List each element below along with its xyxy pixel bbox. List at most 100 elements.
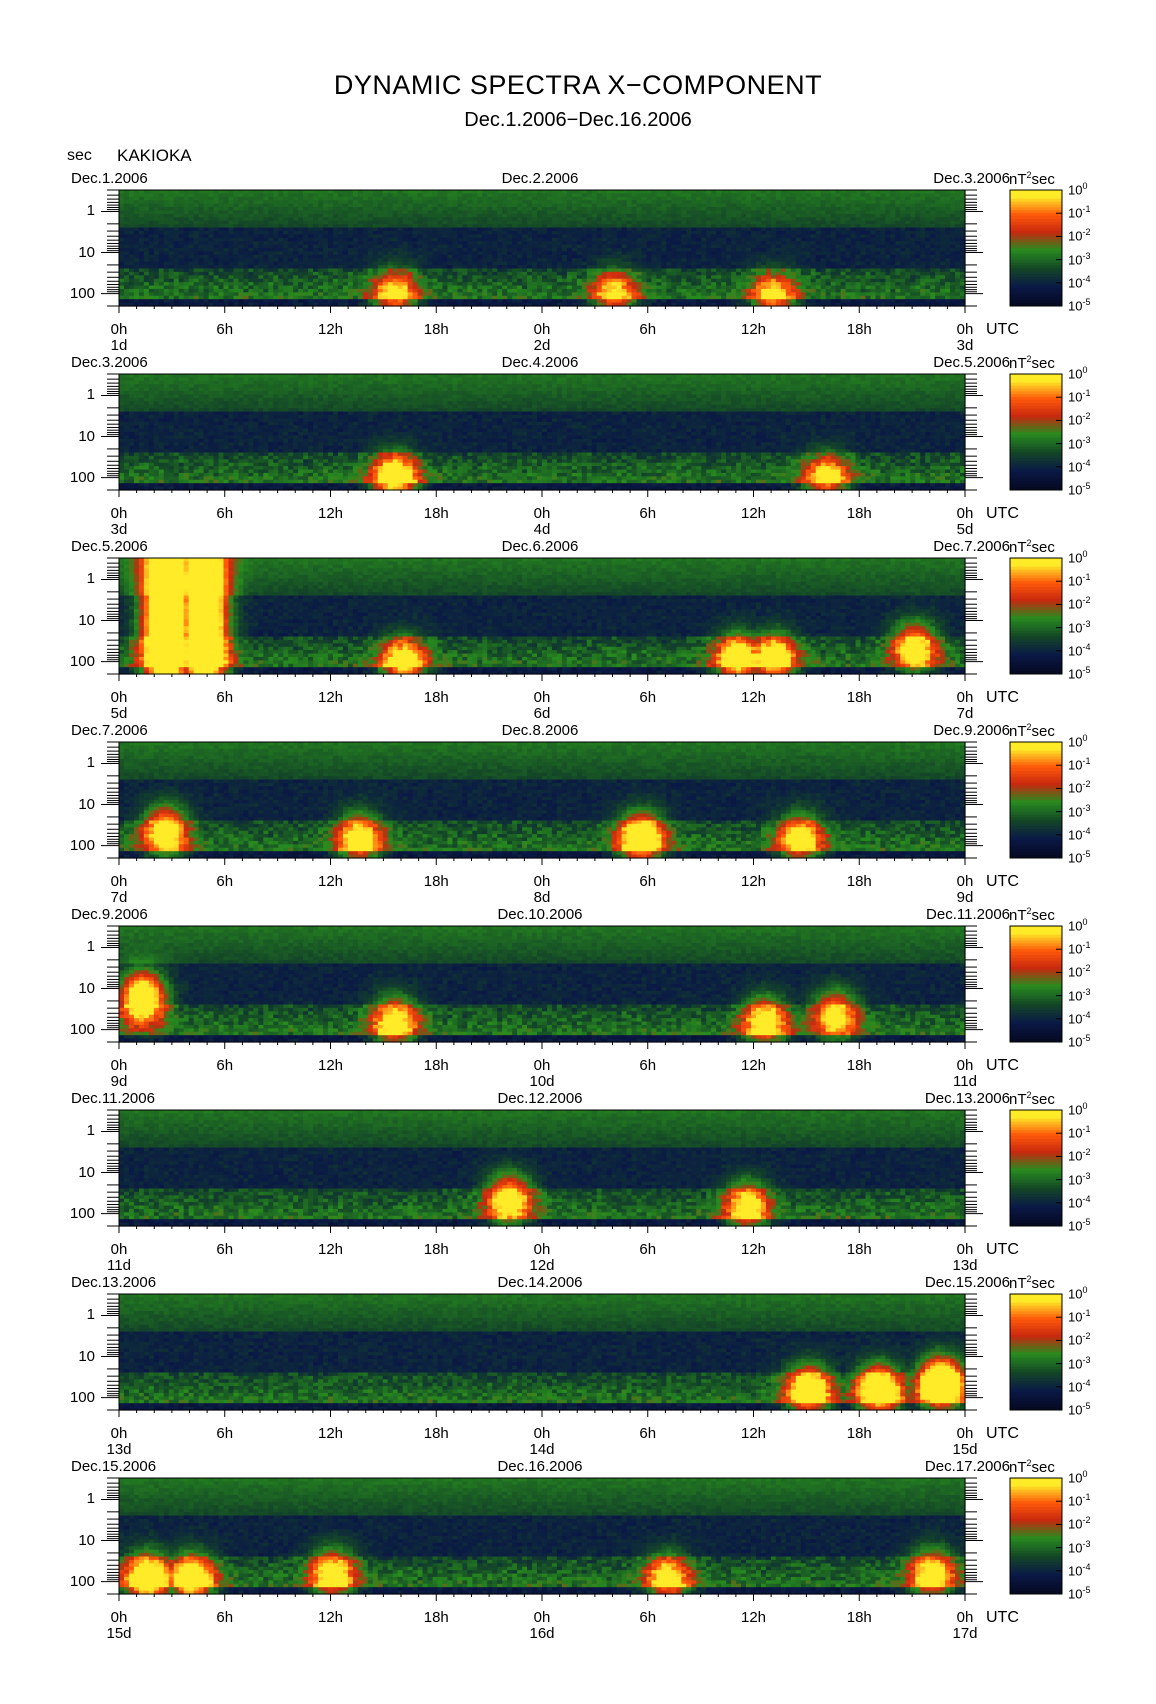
panel-end-date: Dec.11.2006 — [926, 906, 1010, 923]
y-tick-label: 10 — [55, 428, 95, 445]
x-tick-label: 6h — [628, 873, 668, 890]
colorbar-units: nT2sec — [1009, 1458, 1055, 1476]
panel-end-date: Dec.3.2006 — [933, 170, 1010, 187]
utc-label: UTC — [986, 1057, 1019, 1075]
y-tick-label: 10 — [55, 244, 95, 261]
colorbar-tick-label: 10-2 — [1068, 963, 1090, 979]
colorbar-tick-label: 10-5 — [1068, 481, 1090, 497]
panel-end-date: Dec.9.2006 — [933, 722, 1010, 739]
x-tick-label: 12h — [734, 1425, 774, 1442]
utc-label: UTC — [986, 1425, 1019, 1443]
colorbar-tick-label: 10-4 — [1068, 1378, 1090, 1394]
x-tick-label: 0h — [99, 1241, 139, 1258]
spectra-panel: Dec.11.2006 Dec.12.2006 Dec.13.2006 nT2sec 1… — [0, 1090, 1156, 1295]
x-tick-label: 0h — [99, 321, 139, 338]
x-tick-label: 18h — [839, 1425, 879, 1442]
utc-label: UTC — [986, 873, 1019, 891]
colorbar-tick-label: 10-2 — [1068, 227, 1090, 243]
x-tick-label: 6h — [628, 689, 668, 706]
day-label: 6d — [522, 705, 562, 722]
panel-start-date: Dec.5.2006 — [71, 538, 148, 555]
x-tick-label: 18h — [416, 873, 456, 890]
x-tick-label: 6h — [628, 321, 668, 338]
x-tick-label: 18h — [416, 321, 456, 338]
colorbar — [1009, 373, 1063, 491]
x-tick-label: 6h — [628, 1609, 668, 1626]
panel-start-date: Dec.1.2006 — [71, 170, 148, 187]
x-tick-label: 6h — [205, 873, 245, 890]
spectrogram-svg — [101, 1109, 1063, 1233]
x-tick-label: 12h — [311, 1057, 351, 1074]
spectrogram-image — [119, 1294, 966, 1411]
x-tick-label: 0h — [522, 873, 562, 890]
colorbar-tick-label: 10-5 — [1068, 1401, 1090, 1417]
colorbar-tick-label: 10-4 — [1068, 458, 1090, 474]
x-tick-label: 12h — [311, 689, 351, 706]
x-tick-label: 0h — [522, 321, 562, 338]
x-tick-label: 18h — [839, 505, 879, 522]
x-tick-label: 12h — [734, 321, 774, 338]
colorbar — [1009, 741, 1063, 859]
colorbar — [1009, 1293, 1063, 1411]
x-tick-label: 6h — [205, 505, 245, 522]
x-tick-label: 6h — [628, 505, 668, 522]
day-label: 1d — [99, 337, 139, 354]
panel-mid-date: Dec.6.2006 — [502, 538, 579, 555]
colorbar-tick-label: 10-5 — [1068, 1033, 1090, 1049]
spectrogram-svg — [101, 373, 1063, 497]
spectrogram-svg — [101, 1477, 1063, 1601]
x-tick-label: 18h — [416, 505, 456, 522]
x-tick-label: 6h — [205, 689, 245, 706]
spectra-panel: Dec.5.2006 Dec.6.2006 Dec.7.2006 nT2sec 1 10 1… — [0, 538, 1156, 743]
spectrogram-svg — [101, 925, 1063, 1049]
spectrogram-image — [119, 742, 966, 859]
day-label: 13d — [99, 1441, 139, 1458]
colorbar-tick-label: 10-5 — [1068, 1585, 1090, 1601]
colorbar-tick-label: 100 — [1068, 549, 1087, 565]
day-label: 5d — [945, 521, 985, 538]
x-tick-label: 12h — [311, 1425, 351, 1442]
x-tick-label: 0h — [522, 1609, 562, 1626]
x-tick-label: 0h — [945, 321, 985, 338]
colorbar-units: nT2sec — [1009, 722, 1055, 740]
colorbar-tick-label: 10-4 — [1068, 274, 1090, 290]
x-tick-label: 0h — [522, 1241, 562, 1258]
colorbar-tick-label: 10-2 — [1068, 1331, 1090, 1347]
panel-start-date: Dec.7.2006 — [71, 722, 148, 739]
x-tick-label: 6h — [205, 1425, 245, 1442]
day-label: 10d — [522, 1073, 562, 1090]
y-tick-label: 100 — [55, 1573, 95, 1590]
y-tick-label: 1 — [55, 386, 95, 403]
x-tick-label: 12h — [311, 873, 351, 890]
colorbar-tick-label: 10-4 — [1068, 826, 1090, 842]
day-label: 5d — [99, 705, 139, 722]
panel-start-date: Dec.9.2006 — [71, 906, 148, 923]
panel-start-date: Dec.11.2006 — [71, 1090, 155, 1107]
day-label: 11d — [945, 1073, 985, 1090]
x-tick-label: 18h — [839, 689, 879, 706]
colorbar-tick-label: 100 — [1068, 181, 1087, 197]
colorbar-tick-label: 10-1 — [1068, 388, 1090, 404]
panel-start-date: Dec.13.2006 — [71, 1274, 156, 1291]
x-tick-label: 18h — [839, 873, 879, 890]
y-tick-label: 10 — [55, 1348, 95, 1365]
x-tick-label: 12h — [734, 873, 774, 890]
panel-mid-date: Dec.12.2006 — [497, 1090, 582, 1107]
y-tick-label: 1 — [55, 754, 95, 771]
y-tick-label: 100 — [55, 1389, 95, 1406]
colorbar-tick-label: 10-3 — [1068, 1539, 1090, 1555]
colorbar-tick-label: 10-2 — [1068, 411, 1090, 427]
x-tick-label: 6h — [628, 1057, 668, 1074]
x-tick-label: 12h — [734, 505, 774, 522]
colorbar-tick-label: 10-2 — [1068, 595, 1090, 611]
y-tick-label: 10 — [55, 980, 95, 997]
colorbar-tick-label: 10-3 — [1068, 619, 1090, 635]
colorbar — [1009, 189, 1063, 307]
day-label: 11d — [99, 1257, 139, 1274]
x-tick-label: 6h — [205, 321, 245, 338]
colorbar-tick-label: 10-5 — [1068, 665, 1090, 681]
colorbar-tick-label: 10-1 — [1068, 204, 1090, 220]
spectrogram-svg — [101, 557, 1063, 681]
spectrogram-image — [119, 1110, 966, 1227]
chart-title: DYNAMIC SPECTRA X−COMPONENT — [0, 70, 1156, 101]
